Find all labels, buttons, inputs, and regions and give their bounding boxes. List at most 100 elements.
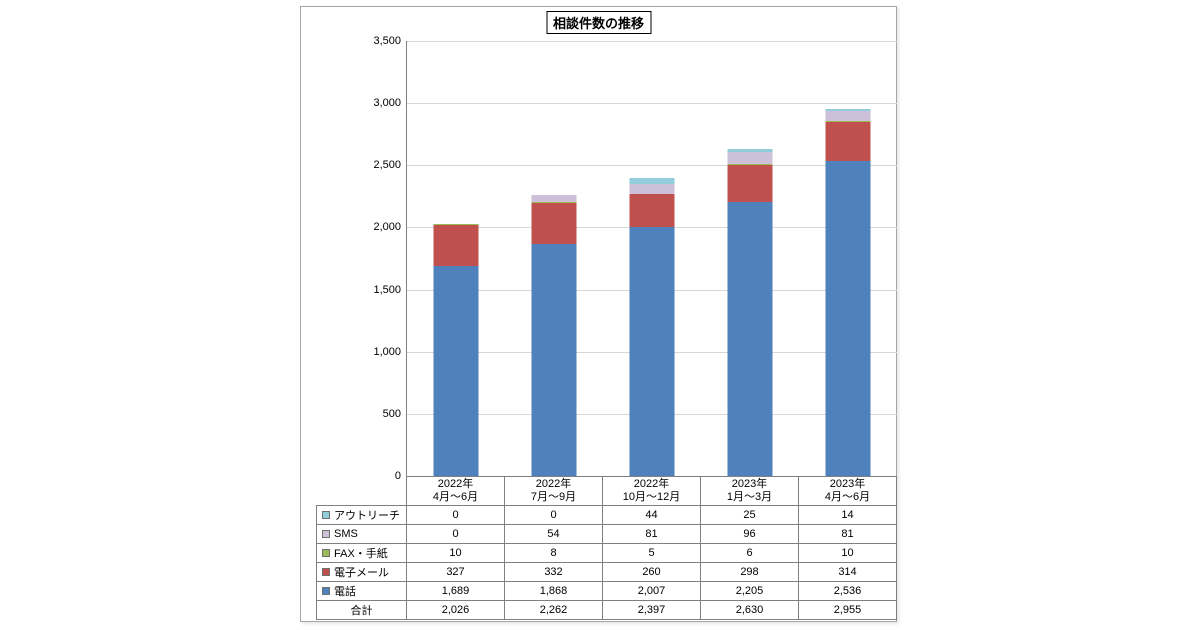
y-tick-label: 1,500 [373, 283, 401, 296]
value-cell: 314 [798, 562, 897, 582]
stacked-bar [531, 194, 577, 476]
stacked-bar [825, 108, 871, 476]
value-cell: 2,536 [798, 581, 897, 601]
value-cell: 1,868 [504, 581, 603, 601]
bar-segment [531, 243, 577, 476]
row-label-cell: 合計 [316, 600, 407, 620]
bar-segment [825, 120, 871, 122]
gridline [407, 41, 897, 42]
bar-segment [629, 183, 675, 194]
value-cell: 2,007 [602, 581, 701, 601]
bar-segment [727, 201, 773, 476]
y-tick-label: 500 [382, 407, 401, 420]
series-name: アウトリーチ [334, 510, 400, 522]
value-cell: 260 [602, 562, 701, 582]
y-tick-label: 3,000 [373, 97, 401, 110]
gridline [407, 165, 897, 167]
gridline [407, 103, 897, 105]
series-name: 電話 [334, 586, 356, 598]
bar-segment [825, 108, 871, 111]
bar-column [505, 41, 603, 476]
value-cell: 5 [602, 543, 701, 563]
bar-segment [629, 226, 675, 476]
value-cell: 96 [700, 524, 799, 544]
y-tick-label: 2,500 [373, 159, 401, 172]
bar-segment [825, 160, 871, 476]
row-label-cell: 電子メール [316, 562, 407, 582]
value-cell: 14 [798, 505, 897, 525]
value-cell: 2,026 [406, 600, 505, 620]
category-label: 2022年 4月〜6月 [406, 477, 505, 506]
series-name: FAX・手紙 [334, 548, 388, 560]
bar-column [701, 41, 799, 476]
bar-segment [727, 152, 773, 165]
legend-key [322, 549, 330, 557]
value-cell: 327 [406, 562, 505, 582]
value-cell: 10 [798, 543, 897, 563]
value-cell: 0 [504, 505, 603, 525]
value-cell: 2,955 [798, 600, 897, 620]
row-label-cell: アウトリーチ [316, 505, 407, 525]
table-row: 合計 2,026 2,262 2,397 2,630 2,955 [316, 600, 897, 620]
y-tick-label: 2,000 [373, 221, 401, 234]
table-corner-cell [316, 477, 407, 506]
table-row: アウトリーチ 0 0 44 25 14 [316, 505, 897, 525]
plot-area [406, 41, 897, 477]
value-cell: 10 [406, 543, 505, 563]
value-cell: 44 [602, 505, 701, 525]
legend-key [322, 511, 330, 519]
bar-column [799, 41, 897, 476]
series-name: 電子メール [334, 567, 389, 579]
bar-segment [531, 201, 577, 203]
value-cell: 6 [700, 543, 799, 563]
value-cell: 81 [798, 524, 897, 544]
bar-column [603, 41, 701, 476]
bar-segment [825, 110, 871, 121]
bar-segment [629, 193, 675, 195]
stacked-bar [433, 224, 479, 476]
data-table-wrap: 2022年 4月〜6月 2022年 7月〜9月 2022年 10月〜12月 2023年 1月〜… [316, 477, 897, 620]
chart-title: 相談件数の推移 [545, 11, 652, 34]
legend-key [322, 568, 330, 576]
table-row: FAX・手紙 10 8 5 6 10 [316, 543, 897, 563]
value-cell: 2,397 [602, 600, 701, 620]
row-label-cell: 電話 [316, 581, 407, 601]
table-row: 電話 1,689 1,868 2,007 2,205 2,536 [316, 581, 897, 601]
y-tick-label: 0 [394, 470, 401, 482]
bars-container [407, 41, 897, 476]
bar-segment [433, 266, 479, 476]
table-row: 電子メール 327 332 260 298 314 [316, 562, 897, 582]
row-label-cell: SMS [316, 524, 407, 544]
bar-segment [629, 178, 675, 184]
bar-segment [825, 121, 871, 161]
stacked-bar [629, 178, 675, 476]
legend-key [322, 587, 330, 595]
value-cell: 2,630 [700, 600, 799, 620]
bar-segment [727, 149, 773, 153]
bar-segment [433, 225, 479, 267]
value-cell: 332 [504, 562, 603, 582]
value-cell: 81 [602, 524, 701, 544]
category-label: 2022年 7月〜9月 [504, 477, 603, 506]
y-axis: 3,500 3,000 2,500 2,000 1,500 1,000 500 0 [301, 35, 401, 482]
category-label: 2023年 4月〜6月 [798, 477, 897, 506]
y-tick-label: 1,000 [373, 345, 401, 358]
value-cell: 0 [406, 524, 505, 544]
value-cell: 1,689 [406, 581, 505, 601]
value-cell: 2,262 [504, 600, 603, 620]
data-table: 2022年 4月〜6月 2022年 7月〜9月 2022年 10月〜12月 2023年 1月〜… [316, 477, 897, 620]
series-name: SMS [334, 528, 358, 540]
row-label-cell: FAX・手紙 [316, 543, 407, 563]
category-label: 2022年 10月〜12月 [602, 477, 701, 506]
bar-column [407, 41, 505, 476]
value-cell: 8 [504, 543, 603, 563]
stacked-bar [727, 149, 773, 476]
value-cell: 0 [406, 505, 505, 525]
chart-panel: 相談件数の推移 3,500 3,000 2,500 2,000 1,500 1,000 50… [300, 6, 897, 622]
bar-segment [727, 164, 773, 202]
bar-segment [629, 194, 675, 227]
value-cell: 54 [504, 524, 603, 544]
legend-key [322, 530, 330, 538]
category-label: 2023年 1月〜3月 [700, 477, 799, 506]
